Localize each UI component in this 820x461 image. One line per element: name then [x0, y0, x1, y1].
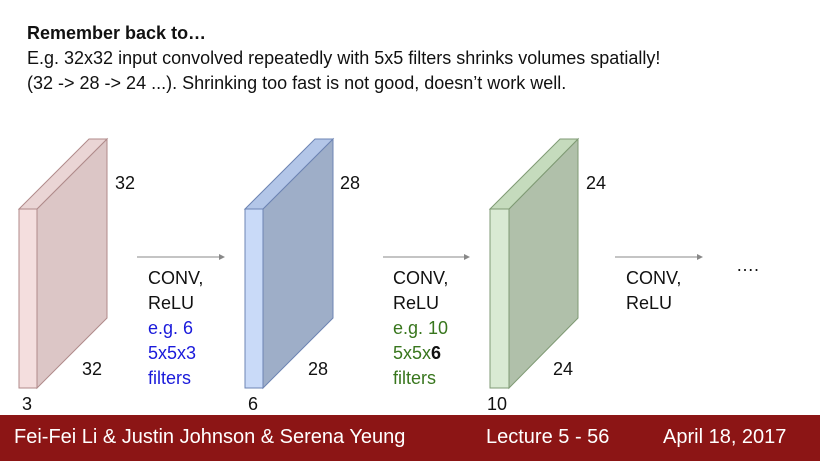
step-note-text: 5x5x [393, 343, 431, 363]
volume [243, 137, 335, 390]
volume-width: 32 [82, 359, 102, 379]
volume-height: 28 [340, 173, 360, 193]
volume-depth: 3 [22, 394, 32, 414]
step-note-bold: 6 [431, 343, 441, 363]
volume-height: 24 [586, 173, 606, 193]
step-op: ReLU [148, 293, 194, 313]
step-op: CONV, [393, 268, 448, 288]
step-note: e.g. 6 [148, 318, 193, 338]
volume-width: 24 [553, 359, 573, 379]
volume-height: 32 [115, 173, 135, 193]
ellipsis: …. [736, 255, 759, 275]
heading: Remember back to… [27, 23, 206, 43]
footer-bar [0, 415, 820, 461]
footer-authors: Fei-Fei Li & Justin Johnson & Serena Yeu… [14, 426, 405, 448]
step-note: 5x5x6 [393, 343, 441, 363]
step-op: CONV, [148, 268, 203, 288]
body-line: (32 -> 28 -> 24 ...). Shrinking too fast… [27, 73, 566, 93]
volume-depth: 6 [248, 394, 258, 414]
volume [488, 137, 580, 390]
body-line: E.g. 32x32 input convolved repeatedly wi… [27, 48, 660, 68]
footer-date: April 18, 2017 [663, 426, 786, 448]
volume-width: 28 [308, 359, 328, 379]
step-op: ReLU [393, 293, 439, 313]
step-op: CONV, [626, 268, 681, 288]
step-note: e.g. 10 [393, 318, 448, 338]
step-note: filters [148, 368, 191, 388]
footer-lecture: Lecture 5 - 56 [486, 426, 609, 448]
step-note: 5x5x3 [148, 343, 196, 363]
step-note: filters [393, 368, 436, 388]
volume-depth: 10 [487, 394, 507, 414]
step-op: ReLU [626, 293, 672, 313]
volume [17, 137, 109, 390]
arrow [137, 254, 703, 260]
